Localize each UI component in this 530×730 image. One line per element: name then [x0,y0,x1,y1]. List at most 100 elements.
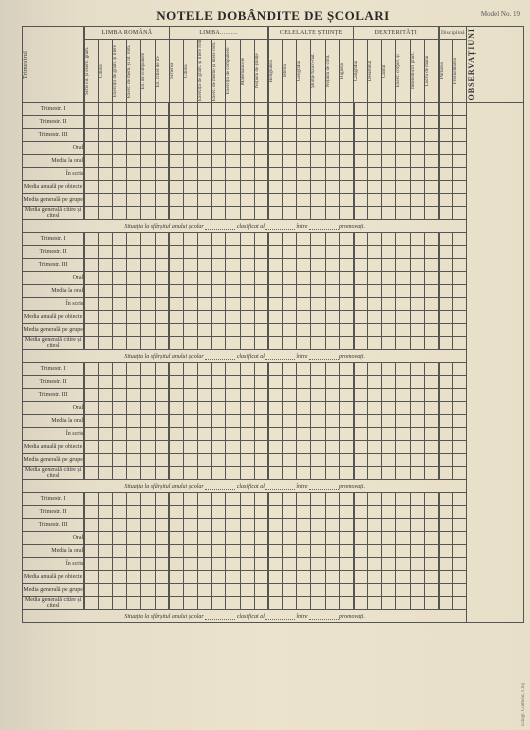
grade-cell [183,363,197,376]
grade-cell [268,155,282,168]
label-trim3: Trimestr. III [23,389,85,402]
grade-cell [127,168,141,181]
grade-cell [183,181,197,194]
label-trim1: Trimestr. I [23,233,85,246]
grade-cell [226,246,240,259]
grade-cell [141,285,155,298]
grade-cell [141,376,155,389]
grade-cell [439,415,453,428]
grade-cell [226,467,240,480]
grade-cell [368,207,382,220]
grade-cell [98,597,112,610]
grade-cell [84,454,98,467]
grade-cell [198,207,212,220]
grade-cell [84,376,98,389]
grade-cell [169,441,183,454]
row-media-anuala: Media anuală pe obiecte [23,441,524,454]
grade-cell [183,168,197,181]
grade-cell [283,519,297,532]
grade-cell [439,493,453,506]
grade-cell [396,467,410,480]
trimestrul-header: Trimestrul [23,27,85,103]
grade-cell [283,116,297,129]
grade-cell [98,337,112,350]
grade-cell [453,402,467,415]
grade-cell [325,142,339,155]
grade-cell [439,194,453,207]
grade-cell [84,194,98,207]
label-media-grupe: Media generală pe grupe [23,194,85,207]
grade-cell [84,337,98,350]
grade-cell [297,246,311,259]
grade-cell [268,402,282,415]
grade-cell [254,428,268,441]
grade-cell [382,272,396,285]
grade-cell [113,116,127,129]
grade-cell [254,181,268,194]
grade-cell [84,428,98,441]
grade-cell [325,402,339,415]
grade-cell [382,233,396,246]
grade-cell [141,545,155,558]
grade-cell [240,454,254,467]
grade-cell [424,259,438,272]
grade-cell [453,259,467,272]
grade-cell [240,441,254,454]
grade-cell [396,116,410,129]
label-oral: Oral [23,272,85,285]
grade-cell [198,233,212,246]
grade-cell [98,194,112,207]
grade-cell [453,207,467,220]
grade-cell [169,142,183,155]
grade-cell [84,259,98,272]
grade-cell [297,467,311,480]
grade-cell [396,584,410,597]
grade-cell [254,532,268,545]
grade-cell [155,142,169,155]
grade-cell [439,129,453,142]
grade-cell [283,129,297,142]
col-limba2-4: Exerciții de compunere [226,40,240,103]
grade-cell [297,428,311,441]
grade-cell [169,259,183,272]
grade-cell [354,246,368,259]
grade-cell [113,428,127,441]
grade-cell [325,571,339,584]
grade-cell [127,597,141,610]
grade-cell [183,506,197,519]
grade-cell [283,363,297,376]
grade-cell [297,597,311,610]
grade-cell [368,155,382,168]
grade-cell [212,493,226,506]
row-situatia: Situația la sfârșitul anului școlar clas… [23,610,524,623]
grade-cell [283,571,297,584]
grade-cell [113,311,127,324]
grade-cell [169,103,183,116]
grade-cell [424,233,438,246]
grade-cell [453,376,467,389]
grade-cell [212,103,226,116]
grade-cell [155,246,169,259]
grade-cell [98,571,112,584]
grade-cell [212,519,226,532]
grade-cell [368,428,382,441]
grade-cell [155,441,169,454]
grade-cell [98,545,112,558]
grade-cell [98,285,112,298]
grade-cell [127,441,141,454]
grade-cell [98,519,112,532]
grade-cell [439,519,453,532]
grade-cell [169,298,183,311]
grade-cell [396,285,410,298]
situatia-text: Situația la sfârșitul anului școlar clas… [23,220,467,233]
row-trim2: Trimestr. II [23,376,524,389]
grade-cell [155,259,169,272]
grade-cell [240,298,254,311]
grade-cell [240,129,254,142]
grade-cell [155,415,169,428]
grade-cell [382,493,396,506]
grade-cell [127,272,141,285]
grade-cell [141,389,155,402]
grade-cell [354,415,368,428]
grade-cell [297,376,311,389]
